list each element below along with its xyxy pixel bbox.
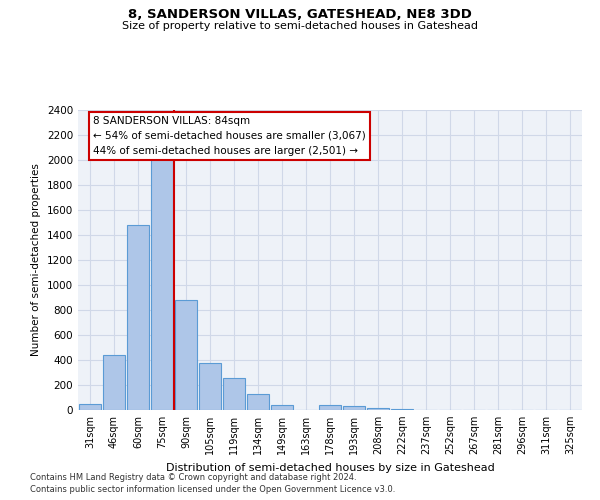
Bar [343,406,365,410]
Bar [271,405,293,410]
Bar [199,363,221,410]
Bar [391,409,413,410]
Bar [127,225,149,410]
Bar [175,300,197,410]
Bar [79,404,101,410]
Text: Size of property relative to semi-detached houses in Gateshead: Size of property relative to semi-detach… [122,21,478,31]
Y-axis label: Number of semi-detached properties: Number of semi-detached properties [31,164,41,356]
Bar [247,394,269,410]
Bar [319,405,341,410]
Bar [151,159,173,410]
X-axis label: Distribution of semi-detached houses by size in Gateshead: Distribution of semi-detached houses by … [166,462,494,472]
Text: 8 SANDERSON VILLAS: 84sqm
← 54% of semi-detached houses are smaller (3,067)
44% : 8 SANDERSON VILLAS: 84sqm ← 54% of semi-… [93,116,366,156]
Bar [223,378,245,410]
Text: Contains public sector information licensed under the Open Government Licence v3: Contains public sector information licen… [30,485,395,494]
Text: Contains HM Land Registry data © Crown copyright and database right 2024.: Contains HM Land Registry data © Crown c… [30,472,356,482]
Bar [103,355,125,410]
Bar [367,408,389,410]
Text: 8, SANDERSON VILLAS, GATESHEAD, NE8 3DD: 8, SANDERSON VILLAS, GATESHEAD, NE8 3DD [128,8,472,20]
